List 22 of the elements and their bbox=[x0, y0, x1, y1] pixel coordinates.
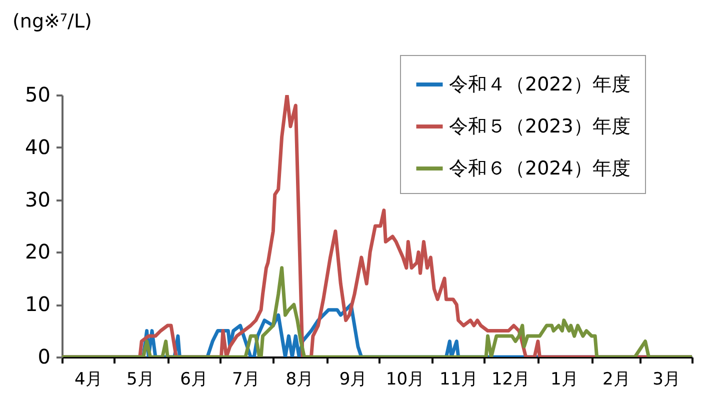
x-tick-label: 5月 bbox=[126, 370, 154, 390]
x-tick-label: 4月 bbox=[74, 370, 102, 390]
x-tick-label: 6月 bbox=[180, 370, 208, 390]
x-tick-label: 2月 bbox=[602, 370, 630, 390]
x-tick-label: 1月 bbox=[550, 370, 578, 390]
x-tick-label: 9月 bbox=[339, 370, 368, 390]
x-tick-label: 8月 bbox=[286, 370, 314, 390]
y-tick-label: 20 bbox=[25, 240, 50, 264]
x-tick-label: 12月 bbox=[491, 370, 530, 390]
y-tick-label: 0 bbox=[38, 344, 50, 368]
y-tick-label: 40 bbox=[25, 134, 50, 159]
x-tick-label: 3月 bbox=[652, 370, 680, 390]
x-tick-label: 7月 bbox=[232, 370, 260, 390]
y-tick-label: 30 bbox=[25, 187, 50, 212]
x-tick-label: 10月 bbox=[386, 370, 425, 390]
legend-label: 令和６（2024）年度 bbox=[449, 158, 630, 180]
y-tick-label: 50 bbox=[25, 82, 50, 106]
x-tick-label: 11月 bbox=[440, 370, 478, 390]
legend-label: 令和５（2023）年度 bbox=[449, 116, 630, 138]
legend-label: 令和４（2022）年度 bbox=[449, 74, 630, 96]
y-tick-label: 10 bbox=[25, 292, 50, 316]
y-axis-title: (ng※⁷/L) bbox=[12, 10, 92, 32]
